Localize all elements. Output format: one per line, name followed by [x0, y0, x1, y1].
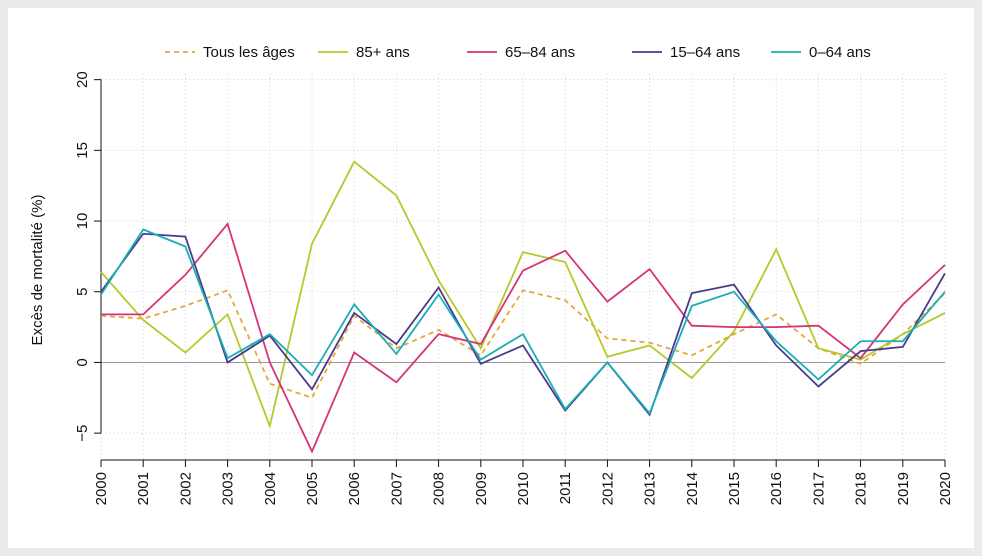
y-tick-label: 15 — [74, 142, 91, 159]
y-tick-label: −5 — [74, 425, 91, 442]
series-line — [100, 228, 946, 416]
series-line — [100, 232, 946, 417]
legend-label: 65–84 ans — [505, 44, 575, 61]
chart: Excès de mortalité (%) −5 0 5 10 15 20 2000 200… — [29, 44, 954, 505]
x-tick-label: 2004 — [262, 472, 279, 505]
x-tick-label: 2017 — [810, 472, 827, 505]
y-tick-label: 10 — [74, 213, 91, 230]
x-tick-label: 2011 — [557, 472, 574, 504]
x-tick-label: 2001 — [135, 472, 152, 505]
x-tick-label: 2019 — [895, 472, 912, 505]
x-tick-label: 2012 — [599, 472, 616, 505]
x-tick-label: 2008 — [431, 472, 448, 505]
legend-label: Tous les âges — [203, 44, 295, 61]
x-tick-label: 2003 — [220, 472, 237, 505]
legend-label: 15–64 ans — [670, 44, 740, 61]
x-tick-label: 2015 — [726, 472, 743, 505]
x-tick-label: 2014 — [684, 472, 701, 505]
x-tick-label: 2006 — [346, 472, 363, 505]
x-tick-label: 2005 — [304, 472, 321, 505]
x-tick-label: 2018 — [853, 472, 870, 505]
x-tick-label: 2016 — [768, 472, 785, 505]
legend-label: 0–64 ans — [809, 44, 871, 61]
x-tick-label: 2020 — [937, 472, 954, 505]
x-tick-label: 2010 — [515, 472, 532, 505]
y-tick-label: 0 — [74, 358, 91, 366]
x-tick-label: 2002 — [177, 472, 194, 505]
x-tick-label: 2000 — [93, 472, 110, 505]
x-tick-label: 2009 — [473, 472, 490, 505]
series-line — [100, 160, 946, 430]
y-tick-label: 5 — [74, 288, 91, 296]
x-tick-label: 2013 — [642, 472, 659, 505]
legend-label: 85+ ans — [356, 44, 410, 61]
series-line — [100, 289, 946, 399]
series-line — [101, 222, 946, 454]
x-tick-label: 2007 — [388, 472, 405, 505]
y-tick-label: 20 — [74, 71, 91, 88]
y-axis-label: Excès de mortalité (%) — [29, 195, 46, 346]
